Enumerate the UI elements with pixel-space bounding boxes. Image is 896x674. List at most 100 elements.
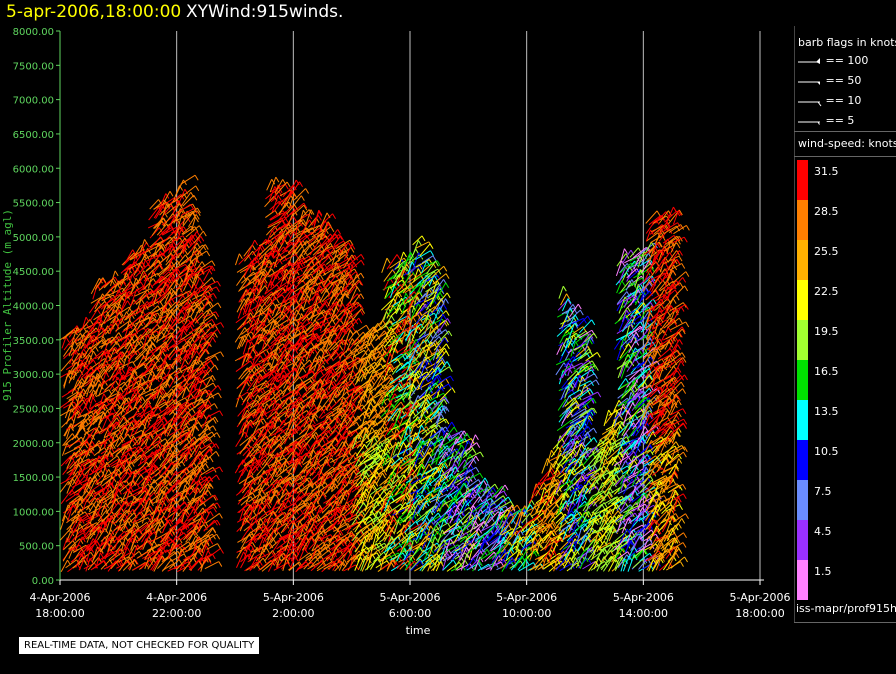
wind-barb-flag xyxy=(212,337,217,343)
wind-barb xyxy=(136,270,145,285)
wind-barb-flag xyxy=(126,311,130,317)
wind-barb xyxy=(112,280,120,295)
wind-barb xyxy=(149,199,159,210)
wind-barb xyxy=(176,179,184,194)
wind-barb xyxy=(100,348,115,357)
wind-barb xyxy=(145,500,151,516)
wind-barb-flag xyxy=(183,226,188,233)
wind-barb xyxy=(116,433,129,448)
wind-barb xyxy=(143,451,153,464)
wind-barb xyxy=(168,493,181,502)
wind-barb-flag xyxy=(185,386,190,392)
wind-barb-flag xyxy=(214,364,219,371)
wind-barb xyxy=(86,529,93,543)
wind-barb xyxy=(156,416,165,428)
wind-barb xyxy=(166,403,179,416)
wind-barb xyxy=(147,453,158,466)
wind-barb xyxy=(124,426,132,438)
wind-barb xyxy=(146,543,160,552)
wind-barb xyxy=(112,406,122,418)
wind-barb xyxy=(169,260,178,272)
wind-barb xyxy=(114,352,121,370)
wind-barb-flag xyxy=(157,242,162,249)
wind-barb-flag xyxy=(171,506,176,512)
wind-barb-flag xyxy=(216,534,221,540)
wind-barb-flag xyxy=(179,519,183,525)
wind-barb xyxy=(102,535,116,545)
wind-barb-flag xyxy=(90,547,95,553)
wind-barb xyxy=(130,376,139,391)
wind-barb xyxy=(118,293,125,305)
wind-barb xyxy=(71,379,79,395)
wind-barb xyxy=(115,386,121,401)
wind-barb xyxy=(151,220,163,236)
wind-barb xyxy=(78,397,88,409)
wind-barb-flag xyxy=(127,350,132,357)
wind-barb-flag xyxy=(115,323,120,329)
wind-barb xyxy=(83,476,91,494)
wind-barb xyxy=(155,377,166,391)
wind-barb xyxy=(290,202,305,216)
wind-barb xyxy=(154,429,166,439)
wind-barb-flag xyxy=(171,559,175,565)
wind-barb-flag xyxy=(83,396,88,403)
wind-barb xyxy=(164,287,173,304)
wind-barb xyxy=(66,513,79,524)
wind-barb xyxy=(113,309,120,324)
wind-barb xyxy=(165,399,177,409)
wind-barb xyxy=(145,359,154,373)
wind-barb xyxy=(127,544,136,560)
wind-barb xyxy=(141,289,153,301)
wind-barb xyxy=(161,324,170,339)
wind-barb xyxy=(90,278,100,295)
wind-barb xyxy=(168,307,179,319)
wind-barb xyxy=(118,416,133,428)
wind-barb xyxy=(113,275,128,288)
wind-barb xyxy=(107,443,113,458)
wind-barb xyxy=(168,290,174,302)
wind-barb xyxy=(168,501,177,512)
wind-barb xyxy=(180,174,196,185)
wind-barb xyxy=(82,414,92,425)
wind-barb-flag xyxy=(118,332,123,338)
wind-barb xyxy=(141,419,148,437)
wind-barb-flag xyxy=(120,463,124,470)
wind-barb-flag xyxy=(121,368,126,374)
wind-barb xyxy=(129,314,142,326)
wind-barb-flag xyxy=(214,355,219,361)
wind-barb xyxy=(137,315,148,330)
wind-barb xyxy=(234,327,246,343)
wind-barb-flag xyxy=(122,287,127,294)
wind-barb-flag xyxy=(96,428,101,435)
wind-barb-flag xyxy=(215,311,220,318)
wind-barb xyxy=(152,453,162,464)
wind-barb-flag xyxy=(93,540,98,547)
wind-barb-flag xyxy=(160,385,165,391)
wind-barb xyxy=(65,471,75,482)
wind-barb xyxy=(73,378,83,391)
wind-barb xyxy=(67,471,79,486)
wind-barb xyxy=(66,478,74,494)
wind-barb xyxy=(149,418,161,429)
wind-barb xyxy=(135,445,147,457)
wind-barb xyxy=(121,272,127,285)
wind-barb xyxy=(129,429,142,438)
wind-barb xyxy=(114,500,127,516)
wind-barb xyxy=(172,263,186,272)
wind-barb-flag xyxy=(162,243,167,250)
wind-barb-flag xyxy=(198,225,203,231)
wind-barb xyxy=(84,433,90,446)
wind-barb-flag xyxy=(118,309,123,315)
wind-barb xyxy=(110,302,118,316)
wind-barb xyxy=(123,349,135,361)
wind-barb-flag xyxy=(306,443,311,449)
wind-barb-flag xyxy=(120,362,125,369)
wind-barb-flag xyxy=(161,481,166,488)
wind-barb xyxy=(69,457,81,470)
wind-barb xyxy=(147,346,159,361)
wind-barb xyxy=(94,301,106,313)
wind-barb-flag xyxy=(217,392,222,399)
wind-barb xyxy=(103,388,117,404)
wind-barb-flag xyxy=(149,282,154,289)
wind-barb xyxy=(118,509,129,523)
